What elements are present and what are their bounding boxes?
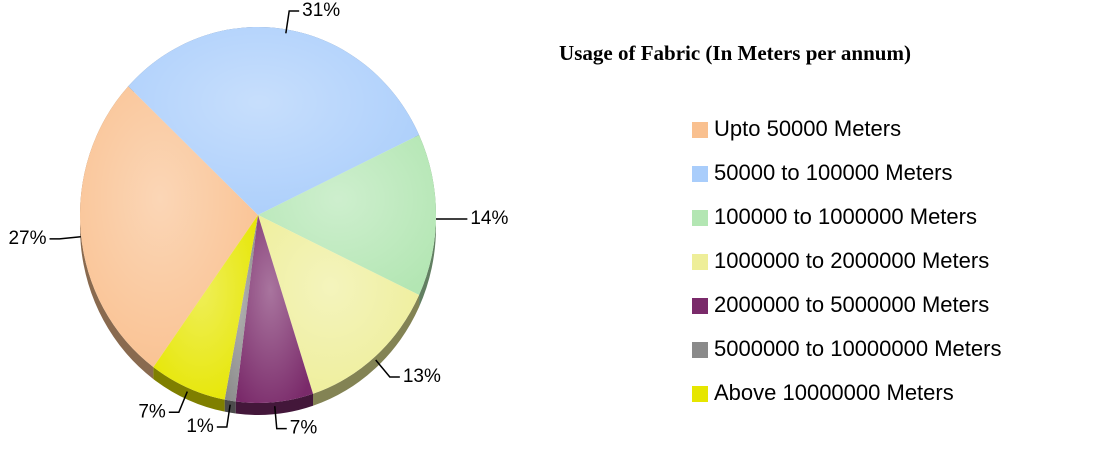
leader-line <box>375 359 400 378</box>
legend-label: Upto 50000 Meters <box>714 116 901 141</box>
legend-label: Above 10000000 Meters <box>714 380 954 405</box>
slice-shine <box>258 215 420 394</box>
data-label: 14% <box>470 208 508 229</box>
pie-side <box>313 295 420 406</box>
legend-swatch <box>692 254 708 270</box>
leader-line <box>216 404 231 428</box>
pie-side <box>235 393 314 416</box>
slice-shine <box>153 215 258 400</box>
legend-label: 50000 to 100000 Meters <box>714 160 953 185</box>
pie-side <box>153 367 225 412</box>
pie-side <box>79 86 154 380</box>
slice-shine <box>80 86 258 368</box>
legend-swatch <box>692 342 708 358</box>
legend-swatch <box>692 122 708 138</box>
slice-shine <box>224 215 258 402</box>
leader-line <box>49 235 81 240</box>
legend-swatch <box>692 210 708 226</box>
data-label: 13% <box>403 366 441 387</box>
data-label: 31% <box>302 0 340 21</box>
legend-label: 2000000 to 5000000 Meters <box>714 292 989 317</box>
chart-title: Usage of Fabric (In Meters per annum) <box>559 41 911 65</box>
leader-line <box>285 10 300 34</box>
legend-label: 1000000 to 2000000 Meters <box>714 248 989 273</box>
legend-swatch <box>692 166 708 182</box>
data-label: 1% <box>186 416 214 437</box>
legend-swatch <box>692 298 708 314</box>
slice-shine <box>235 215 314 404</box>
legend-label: 5000000 to 10000000 Meters <box>714 336 1001 361</box>
data-label: 7% <box>138 401 166 422</box>
data-label: 27% <box>8 228 46 249</box>
slice-shine <box>128 26 420 215</box>
leader-line <box>274 406 287 430</box>
slice-shine <box>258 134 436 296</box>
legend-swatch <box>692 386 708 402</box>
leader-line <box>168 391 189 413</box>
data-label: 7% <box>290 418 318 439</box>
legend-label: 100000 to 1000000 Meters <box>714 204 977 229</box>
